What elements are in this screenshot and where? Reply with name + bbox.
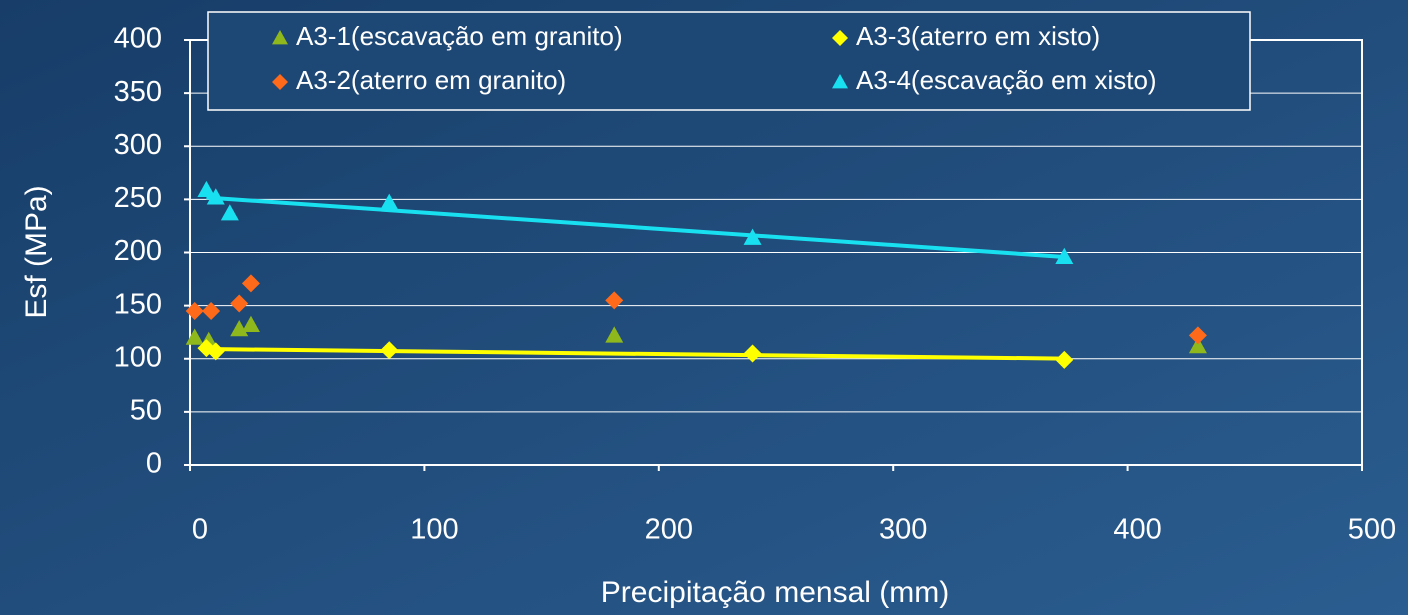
marker	[1055, 247, 1074, 264]
marker	[185, 328, 204, 345]
marker	[197, 180, 216, 198]
trendline	[206, 347, 1065, 361]
marker	[605, 291, 624, 310]
y-tick-label: 350	[114, 76, 162, 108]
legend-marker	[832, 30, 848, 46]
y-tick-label: 150	[114, 288, 162, 320]
x-tick-label: 0	[192, 514, 208, 546]
marker	[220, 204, 239, 221]
trendline	[206, 195, 1065, 259]
x-tick-label: 500	[1348, 514, 1396, 546]
legend-marker	[832, 74, 848, 89]
marker	[206, 342, 225, 361]
legend-marker	[272, 74, 288, 90]
legend-label: A3-3(aterro em xisto)	[856, 21, 1100, 51]
legend-label: A3-2(aterro em granito)	[296, 65, 566, 95]
marker	[241, 315, 260, 332]
y-axis-label: Esf (MPa)	[20, 185, 53, 318]
x-tick-label: 100	[410, 514, 458, 546]
marker	[206, 188, 225, 205]
y-tick-label: 400	[114, 23, 162, 55]
x-tick-label: 400	[1113, 514, 1161, 546]
marker	[202, 301, 221, 320]
marker	[1055, 350, 1074, 369]
marker	[241, 274, 260, 293]
legend-label: A3-1(escavação em granito)	[296, 21, 623, 51]
marker	[185, 301, 204, 320]
marker	[743, 228, 762, 245]
legend-label: A3-4(escavação em xisto)	[856, 65, 1157, 95]
y-tick-label: 250	[114, 182, 162, 214]
x-tick-label: 200	[645, 514, 693, 546]
y-tick-label: 300	[114, 129, 162, 161]
legend-box	[207, 11, 1251, 111]
marker	[230, 320, 249, 337]
x-tick-label: 300	[879, 514, 927, 546]
marker	[380, 193, 399, 210]
y-tick-label: 200	[114, 235, 162, 267]
y-tick-label: 100	[114, 341, 162, 373]
x-axis-label: Precipitação mensal (mm)	[601, 576, 949, 609]
marker	[1188, 337, 1207, 354]
y-tick-label: 0	[146, 448, 162, 480]
marker	[1188, 326, 1207, 345]
marker	[380, 341, 399, 360]
marker	[230, 294, 249, 313]
y-tick-label: 50	[130, 395, 162, 427]
marker	[743, 344, 762, 363]
marker	[605, 326, 624, 343]
legend-marker	[272, 30, 288, 45]
